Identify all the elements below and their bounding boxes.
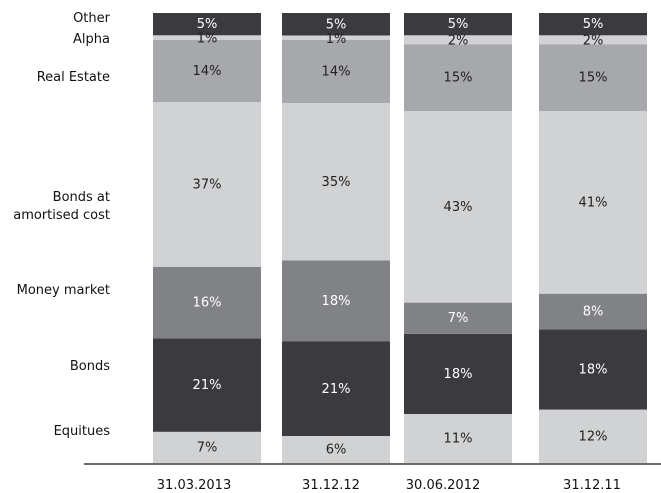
data-label-bonds-at-amortised-cost-4: 41% (579, 195, 608, 210)
bar-segment-equitues-3 (404, 413, 512, 463)
bar-segment-real-estate-4 (539, 44, 647, 112)
data-label-bonds-4: 18% (579, 362, 608, 377)
data-label-alpha-4: 2% (583, 34, 604, 49)
data-label-bonds-1: 21% (193, 378, 222, 393)
data-label-other-3: 5% (448, 17, 469, 32)
bar-segment-real-estate-2 (282, 40, 390, 103)
data-label-real-estate-2: 14% (322, 65, 351, 80)
bar-segment-equitues-4 (539, 409, 647, 463)
data-label-bonds-at-amortised-cost-3: 43% (444, 200, 473, 215)
legend-label-money-market: Money market (17, 283, 110, 298)
bar-segment-other-3 (404, 13, 512, 36)
x-tick-label-1: 31.03.2013 (157, 478, 231, 493)
bar-segment-bonds-2 (282, 341, 390, 436)
legend-label-equitues: Equitues (54, 424, 111, 439)
data-label-bonds-at-amortised-cost-1: 37% (193, 178, 222, 193)
bar-segment-bonds-at-amortised-cost-4 (539, 111, 647, 294)
bar-segment-other-2 (282, 13, 390, 36)
data-label-equitues-2: 6% (326, 443, 347, 458)
bar-segment-real-estate-1 (153, 39, 261, 103)
bar-segment-bonds-at-amortised-cost-3 (404, 111, 512, 303)
bar-segment-bonds-3 (404, 333, 512, 414)
data-label-money-market-4: 8% (583, 305, 604, 320)
legend-label-alpha: Alpha (73, 32, 110, 47)
bar-segment-money-market-4 (539, 293, 647, 330)
data-label-equitues-1: 7% (197, 440, 218, 455)
data-label-alpha-2: 1% (326, 32, 347, 47)
bar-segment-alpha-4 (539, 35, 647, 45)
legend-label-bonds-at-amortised-cost: Bonds at amortised cost (13, 190, 110, 223)
data-label-money-market-1: 16% (193, 296, 222, 311)
bar-segment-money-market-3 (404, 302, 512, 334)
bar-segment-bonds-at-amortised-cost-1 (153, 102, 261, 267)
bar-segment-alpha-3 (404, 35, 512, 45)
data-label-real-estate-3: 15% (444, 71, 473, 86)
data-label-real-estate-4: 15% (579, 71, 608, 86)
legend-label-real-estate: Real Estate (37, 70, 110, 85)
bar-segment-other-1 (153, 13, 261, 36)
data-label-alpha-3: 2% (448, 34, 469, 49)
bar-segment-bonds-1 (153, 338, 261, 432)
data-label-other-2: 5% (326, 17, 347, 32)
data-label-other-4: 5% (583, 17, 604, 32)
data-label-money-market-3: 7% (448, 311, 469, 326)
legend-label-other: Other (73, 11, 111, 26)
bar-segment-equitues-2 (282, 436, 390, 463)
bars-layer (153, 13, 647, 463)
data-label-equitues-4: 12% (579, 429, 608, 444)
legend-label-bonds: Bonds (70, 359, 110, 374)
bar-segment-bonds-4 (539, 329, 647, 410)
x-tick-labels-layer: 31.03.2013 31.12.12 30.06.2012 31.12.11 (157, 478, 621, 493)
x-tick-label-2: 31.12.12 (302, 478, 360, 493)
bar-segment-bonds-at-amortised-cost-2 (282, 103, 390, 261)
legend-labels-layer: Equitues Bonds Money market Bonds at amortis… (13, 11, 110, 439)
data-label-other-1: 5% (197, 17, 218, 32)
bar-segment-alpha-2 (282, 35, 390, 40)
bar-segment-money-market-1 (153, 266, 261, 339)
data-label-real-estate-1: 14% (193, 64, 222, 79)
bar-segment-equitues-1 (153, 431, 261, 463)
bar-segment-real-estate-3 (404, 44, 512, 112)
data-label-money-market-2: 18% (322, 294, 351, 309)
bar-segment-other-4 (539, 13, 647, 36)
data-label-equitues-3: 11% (444, 431, 473, 446)
data-label-bonds-at-amortised-cost-2: 35% (322, 175, 351, 190)
data-label-alpha-1: 1% (197, 32, 218, 47)
data-label-bonds-3: 18% (444, 367, 473, 382)
data-labels-layer: 7%21%16%37%14%1%5%6%21%18%35%14%1%5%11%1… (193, 17, 608, 457)
bar-segment-money-market-2 (282, 260, 390, 342)
x-tick-label-4: 31.12.11 (563, 478, 621, 493)
x-tick-label-3: 30.06.2012 (406, 478, 480, 493)
bar-segment-alpha-1 (153, 35, 261, 40)
data-label-bonds-2: 21% (322, 382, 351, 397)
